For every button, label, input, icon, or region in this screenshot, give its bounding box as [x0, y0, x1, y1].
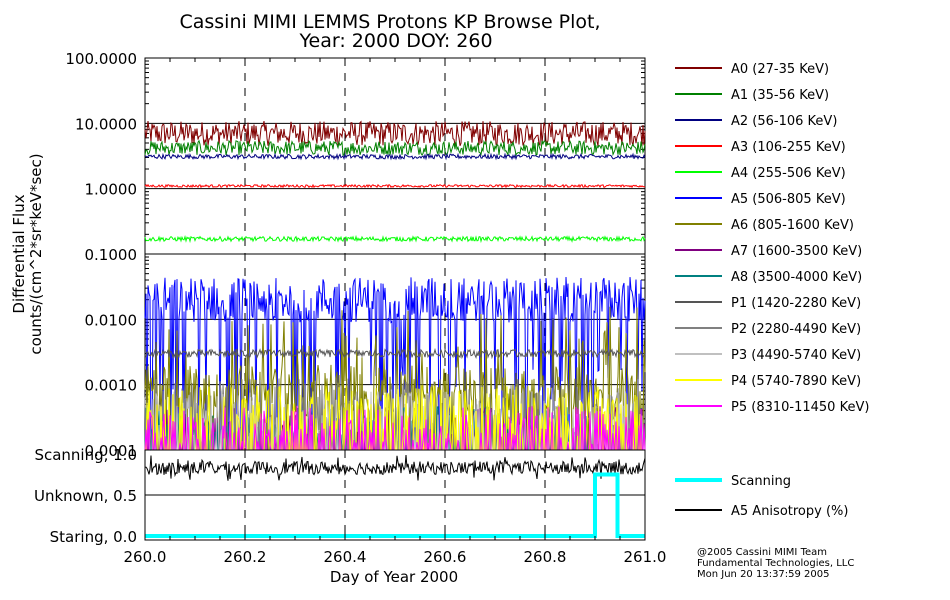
x-tick-label-2: 260.4 [324, 548, 367, 566]
x-axis: 260.0 260.2 260.4 260.6 260.8 261.0 [124, 58, 667, 566]
legend-label-2: A2 (56-106 KeV) [731, 114, 837, 129]
legend-label-13: P5 (8310-11450 KeV) [731, 400, 869, 415]
series-line-2 [145, 152, 646, 161]
y-tick-label-2: 1.0000 [85, 181, 138, 199]
footer-organization: Fundamental Technologies, LLC [697, 558, 854, 569]
legend-label-7: A7 (1600-3500 KeV) [731, 244, 862, 259]
series-line-3 [144, 183, 646, 189]
y-tick-label-5: 0.0010 [85, 377, 138, 395]
x-tick-label-4: 260.8 [524, 548, 567, 566]
x-tick-label-3: 260.6 [424, 548, 467, 566]
footer-timestamp: Mon Jun 20 13:37:59 2005 [697, 569, 830, 580]
y-tick-label-4: 0.0100 [85, 311, 138, 329]
x-tick-label-1: 260.2 [224, 548, 267, 566]
legend-label-0: A0 (27-35 KeV) [731, 62, 829, 77]
legend-label-scanning: Scanning [731, 474, 791, 489]
legend-label-12: P4 (5740-7890 KeV) [731, 374, 861, 389]
legend-label-11: P3 (4490-5740 KeV) [731, 348, 861, 363]
y-tick-label-0: 100.0000 [65, 50, 137, 68]
x-tick-label-5: 261.0 [624, 548, 667, 566]
series-line-9 [144, 347, 646, 360]
y-tick-label-1: 10.0000 [75, 115, 137, 133]
chart-title-line2: Year: 2000 DOY: 260 [298, 30, 492, 52]
legend-label-10: P2 (2280-4490 KeV) [731, 322, 861, 337]
legend: A0 (27-35 KeV) A1 (35-56 KeV) A2 (56-106 K… [675, 62, 869, 519]
scanning-line [145, 472, 645, 538]
legend-label-1: A1 (35-56 KeV) [731, 88, 829, 103]
series-line-0 [144, 120, 646, 147]
chart-title-line1: Cassini MIMI LEMMS Protons KP Browse Plo… [179, 11, 600, 33]
legend-label-9: P1 (1420-2280 KeV) [731, 296, 861, 311]
mode-tick-label-2: Staring, 0.0 [50, 528, 137, 546]
anisotropy-line [144, 455, 646, 481]
mode-plot-area: Scanning, 1.0 Unknown, 0.5 Staring, 0.0 [34, 446, 646, 546]
mode-tick-label-0: Scanning, 1.0 [34, 446, 137, 464]
legend-label-anisotropy: A5 Anisotropy (%) [731, 504, 848, 519]
y-tick-label-3: 0.1000 [85, 246, 138, 264]
series-line-1 [144, 139, 646, 157]
footer-copyright: @2005 Cassini MIMI Team [697, 547, 827, 558]
series-line-4 [144, 234, 646, 244]
y-tick-label-6: 0.0001 [85, 442, 138, 460]
legend-label-5: A5 (506-805 KeV) [731, 192, 846, 207]
x-axis-label: Day of Year 2000 [330, 568, 458, 586]
legend-label-6: A6 (805-1600 KeV) [731, 218, 854, 233]
x-tick-label-0: 260.0 [124, 548, 167, 566]
y-axis-label-line2: counts/(cm^2*sr*keV*sec) [27, 153, 45, 354]
y-axis-label-line1: Differential Flux [10, 194, 28, 313]
mode-tick-label-1: Unknown, 0.5 [34, 487, 137, 505]
legend-label-8: A8 (3500-4000 KeV) [731, 270, 862, 285]
legend-label-3: A3 (106-255 KeV) [731, 140, 846, 155]
flux-plot-area: 100.0000 10.0000 1.0000 0.1000 0.0100 0.0010 0… [65, 50, 646, 460]
legend-label-4: A4 (255-506 KeV) [731, 166, 846, 181]
